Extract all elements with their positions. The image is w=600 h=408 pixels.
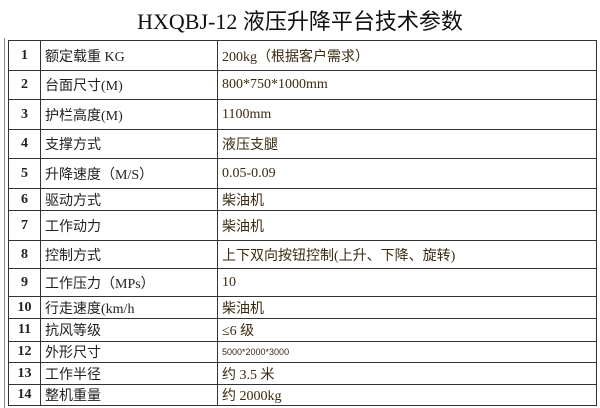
param-value: 1100mm	[217, 99, 597, 130]
row-number: 7	[8, 210, 41, 241]
param-value: 约 2000kg	[217, 384, 597, 406]
param-name: 驱动方式	[40, 188, 218, 211]
table-row: 14 整机重量约 2000kg	[8, 384, 597, 406]
param-value: 上下双向按钮控制(上升、下降、旋转)	[217, 240, 597, 269]
row-number: 8	[8, 240, 41, 269]
param-name: 额定载重 KG	[40, 40, 218, 71]
row-number: 5	[8, 158, 41, 189]
param-name: 工作动力	[40, 210, 218, 241]
table-row: 13 工作半径约 3.5 米	[8, 362, 597, 385]
row-number: 3	[8, 99, 41, 130]
row-number: 4	[8, 129, 41, 159]
param-value: 800*750*1000mm	[217, 70, 597, 100]
param-name: 抗风等级	[40, 318, 218, 342]
param-name: 整机重量	[40, 384, 218, 406]
row-number: 11	[8, 318, 41, 342]
param-value: 5000*2000*3000	[217, 341, 597, 363]
row-number: 1	[8, 40, 41, 71]
table-row: 5 升降速度（M/S） 0.05-0.09	[8, 158, 597, 189]
spec-table: 1 额定载重 KG 200kg（根据客户需求） 2 台面尺寸(M) 800*750*100…	[8, 40, 597, 406]
param-name: 工作压力（MPs）	[40, 268, 218, 297]
table-row: 4 支撑方式 液压支腿	[8, 129, 597, 159]
table-row: 1 额定载重 KG 200kg（根据客户需求）	[8, 40, 597, 71]
table-row: 7 工作动力 柴油机	[8, 210, 597, 241]
param-name: 支撑方式	[40, 129, 218, 159]
table-row: 10 行走速度(km/h 柴油机	[8, 296, 597, 319]
param-name: 外形尺寸	[40, 341, 218, 363]
param-value: 10	[217, 268, 597, 297]
table-row: 12 外形尺寸 5000*2000*3000	[8, 341, 597, 363]
param-name: 台面尺寸(M)	[40, 70, 218, 100]
row-number: 2	[8, 70, 41, 100]
param-name: 工作半径	[40, 362, 218, 385]
table-row: 11 抗风等级 ≤6 级	[8, 318, 597, 342]
row-number: 9	[8, 268, 41, 297]
param-value: 0.05-0.09	[217, 158, 597, 189]
row-number: 13	[8, 362, 41, 385]
param-value: ≤6 级	[217, 318, 597, 342]
param-name: 行走速度(km/h	[40, 296, 218, 319]
table-row: 9 工作压力（MPs） 10	[8, 268, 597, 297]
param-value: 约 3.5 米	[217, 362, 597, 385]
param-name: 护栏高度(M)	[40, 99, 218, 130]
param-value: 200kg（根据客户需求）	[217, 40, 597, 71]
row-number: 14	[8, 384, 41, 406]
param-value: 柴油机	[217, 188, 597, 211]
table-row: 3 护栏高度(M) 1100mm	[8, 99, 597, 130]
frame-line	[4, 38, 599, 408]
param-name: 控制方式	[40, 240, 218, 269]
table-row: 2 台面尺寸(M) 800*750*1000mm	[8, 70, 597, 100]
param-value: 柴油机	[217, 296, 597, 319]
table-row: 6 驱动方式 柴油机	[8, 188, 597, 211]
param-value: 柴油机	[217, 210, 597, 241]
row-number: 10	[8, 296, 41, 319]
param-value: 液压支腿	[217, 129, 597, 159]
row-number: 12	[8, 341, 41, 363]
page-title: HXQBJ-12 液压升降平台技术参数	[137, 9, 463, 34]
param-name: 升降速度（M/S）	[40, 158, 218, 189]
table-row: 8 控制方式 上下双向按钮控制(上升、下降、旋转)	[8, 240, 597, 269]
row-number: 6	[8, 188, 41, 211]
